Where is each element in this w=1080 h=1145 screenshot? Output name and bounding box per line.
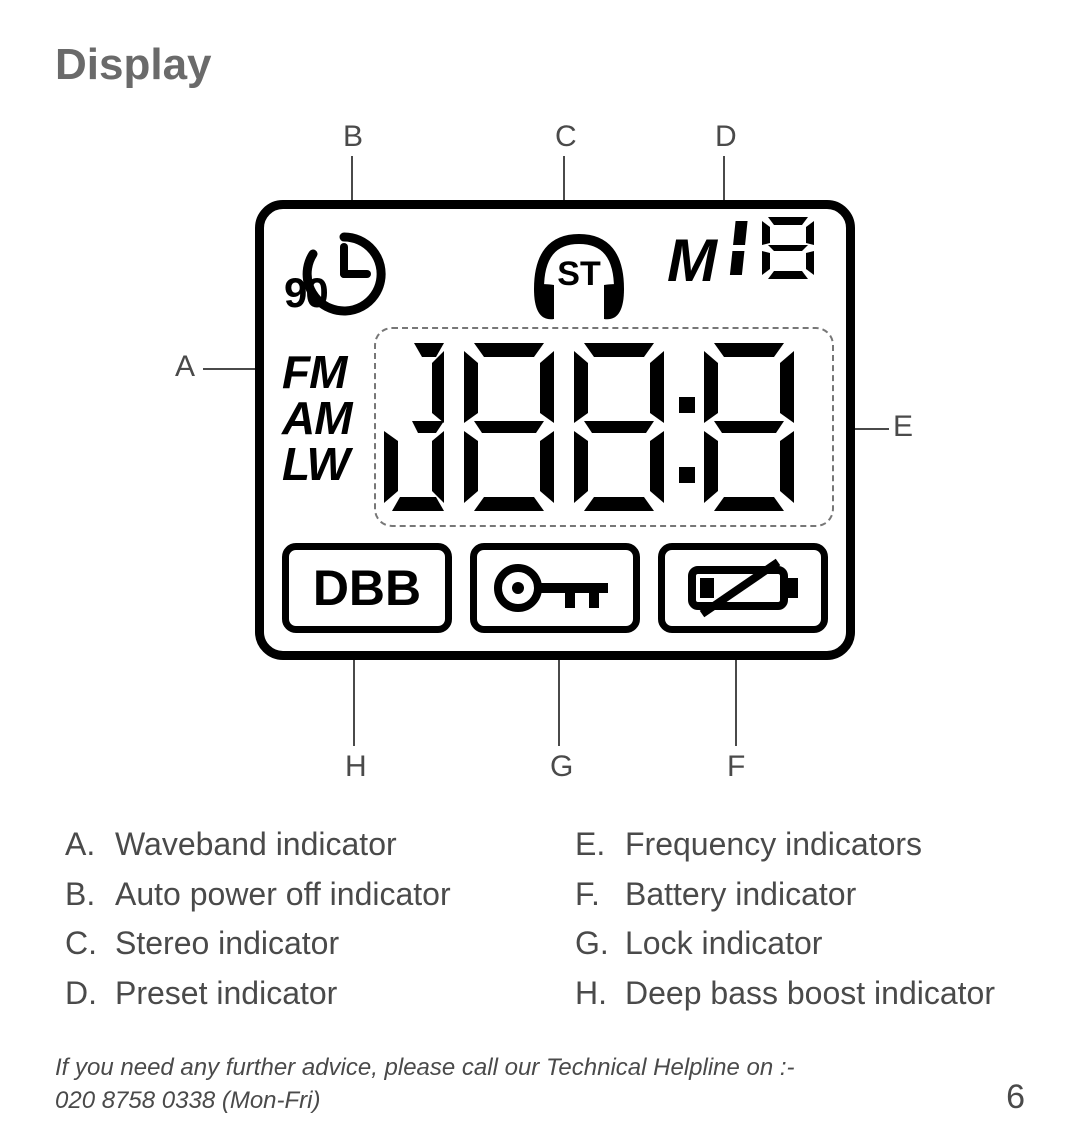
legend-text: Stereo indicator (115, 919, 339, 969)
legend-letter: E. (575, 820, 611, 870)
preset-prefix: M (667, 226, 714, 295)
band-am: AM (282, 395, 352, 441)
page-footer: If you need any further advice, please c… (55, 1052, 1025, 1117)
page-title: Display (55, 40, 1025, 90)
legend-text: Auto power off indicator (115, 870, 451, 920)
callout-g: G (550, 750, 573, 784)
legend-letter: G. (575, 919, 611, 969)
dbb-label: DBB (313, 559, 421, 617)
display-diagram: B C D A E H G F 90 ST (55, 120, 1025, 800)
helpline-text: If you need any further advice, please c… (55, 1052, 795, 1117)
callout-e: E (893, 410, 913, 444)
page-number: 6 (1006, 1078, 1025, 1117)
callout-f: F (727, 750, 745, 784)
leader-h (353, 650, 355, 746)
lock-indicator (470, 543, 640, 633)
leader-a (203, 368, 263, 370)
band-lw: LW (282, 441, 352, 487)
callout-d: D (715, 120, 737, 154)
legend-text: Battery indicator (625, 870, 856, 920)
callout-b: B (343, 120, 363, 154)
callout-a: A (175, 350, 195, 384)
battery-indicator (658, 543, 828, 633)
preset-indicator: M (667, 217, 828, 295)
waveband-indicator: FM AM LW (282, 349, 352, 487)
headphones-icon: ST (524, 227, 634, 332)
legend-letter: B. (65, 870, 101, 920)
timer-value: 90 (284, 269, 327, 317)
preset-digits-icon (718, 217, 828, 281)
band-fm: FM (282, 349, 352, 395)
legend-col-right: E. Frequency indicators F. Battery indicat… (575, 820, 1025, 1018)
legend-letter: C. (65, 919, 101, 969)
callout-h: H (345, 750, 367, 784)
lcd-frame: 90 ST M (255, 200, 855, 660)
legend-col-left: A. Waveband indicator B. Auto power off in… (65, 820, 515, 1018)
legend-letter: A. (65, 820, 101, 870)
legend-letter: F. (575, 870, 611, 920)
legend-letter: H. (575, 969, 611, 1019)
frequency-indicator (374, 327, 834, 527)
legend-text: Waveband indicator (115, 820, 397, 870)
legend-text: Preset indicator (115, 969, 337, 1019)
legend-letter: D. (65, 969, 101, 1019)
leader-g (558, 650, 560, 746)
legend-text: Frequency indicators (625, 820, 922, 870)
key-icon (490, 558, 620, 618)
legend-text: Deep bass boost indicator (625, 969, 995, 1019)
leader-f (735, 650, 737, 746)
legend-text: Lock indicator (625, 919, 822, 969)
callout-c: C (555, 120, 577, 154)
legend: A. Waveband indicator B. Auto power off in… (55, 820, 1025, 1018)
battery-icon (678, 558, 808, 618)
dbb-indicator: DBB (282, 543, 452, 633)
stereo-label: ST (557, 255, 601, 293)
bottom-indicator-row: DBB (282, 543, 828, 633)
seven-segment-icon (384, 337, 824, 517)
